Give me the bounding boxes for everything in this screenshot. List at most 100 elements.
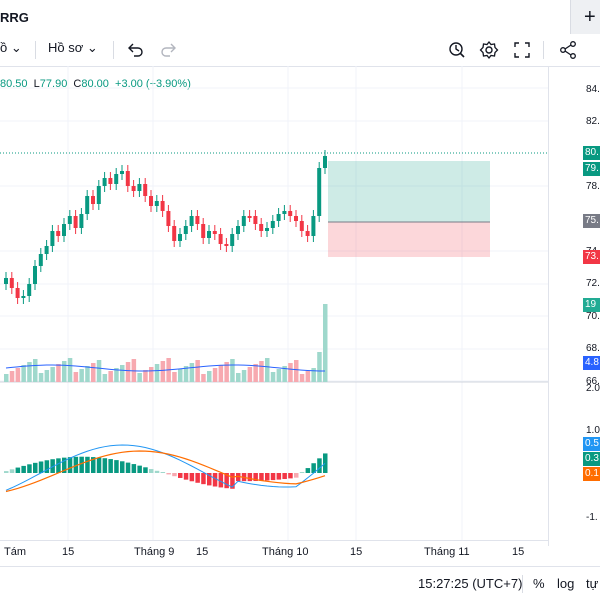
volume-bar bbox=[21, 365, 26, 382]
volume-bar bbox=[230, 359, 235, 382]
candle-body bbox=[143, 184, 148, 196]
histogram-bar bbox=[218, 473, 224, 488]
ohlc-close: 80.00 bbox=[81, 78, 109, 90]
price-axis[interactable] bbox=[548, 66, 600, 546]
macd-tick: 2.0 bbox=[586, 383, 600, 394]
candle-body bbox=[247, 216, 252, 218]
chart-canvas[interactable] bbox=[0, 66, 548, 546]
candle-body bbox=[27, 284, 32, 296]
candle-body bbox=[79, 214, 84, 228]
candle-body bbox=[178, 234, 182, 241]
macd-tick: 1.0 bbox=[586, 425, 600, 436]
histogram-bar bbox=[33, 462, 38, 473]
volume-bar bbox=[270, 372, 276, 382]
long-position-stop-zone[interactable] bbox=[328, 222, 490, 257]
profile-label: Hồ sơ bbox=[48, 40, 84, 55]
volume-bar bbox=[120, 365, 125, 382]
volume-bar bbox=[311, 368, 316, 382]
signal-tag: 0.1 bbox=[583, 467, 600, 481]
undo-icon[interactable] bbox=[124, 39, 146, 61]
histogram-bar bbox=[143, 467, 148, 473]
histogram-bar bbox=[195, 473, 200, 483]
candle-body bbox=[259, 224, 264, 231]
share-icon[interactable] bbox=[557, 39, 579, 61]
price-tick: 82. bbox=[586, 116, 600, 127]
volume-bar bbox=[96, 360, 102, 382]
candle-body bbox=[67, 216, 72, 224]
histogram-bar bbox=[259, 473, 264, 481]
gear-icon[interactable] bbox=[478, 39, 500, 61]
volume-bars bbox=[4, 304, 328, 382]
candle-body bbox=[50, 231, 55, 246]
volume-bar bbox=[259, 361, 264, 382]
histogram-bar bbox=[27, 464, 32, 473]
candle-body bbox=[172, 226, 177, 241]
volume-bar bbox=[73, 372, 79, 382]
profile-dropdown[interactable]: Hồ sơ ⌄ bbox=[48, 40, 98, 56]
candle-body bbox=[154, 201, 159, 206]
volume-bar bbox=[149, 367, 154, 382]
time-axis[interactable] bbox=[0, 540, 548, 567]
volume-bar bbox=[44, 370, 50, 382]
new-tab-button[interactable]: + bbox=[584, 6, 596, 28]
histogram-bar bbox=[224, 473, 229, 489]
histogram-bar bbox=[4, 471, 9, 473]
log-scale-toggle[interactable]: log bbox=[557, 576, 575, 591]
time-tick: Tháng 9 bbox=[134, 546, 175, 558]
clock-timezone[interactable]: 15:27:25 (UTC+7) bbox=[418, 576, 523, 591]
volume-bar bbox=[247, 367, 253, 382]
candle-body bbox=[33, 266, 37, 284]
volume-bar bbox=[253, 364, 258, 382]
candle-body bbox=[323, 156, 327, 168]
candle-body bbox=[91, 196, 95, 204]
fullscreen-icon[interactable] bbox=[511, 39, 533, 61]
volume-bar bbox=[56, 364, 61, 382]
histogram-bar bbox=[282, 473, 287, 480]
volume-bar bbox=[317, 352, 322, 382]
histogram-bar bbox=[120, 461, 125, 473]
auto-scale-toggle[interactable]: tự bbox=[586, 576, 599, 591]
candle-body bbox=[305, 231, 310, 236]
volume-bar bbox=[79, 369, 84, 382]
long-position-profit-zone[interactable] bbox=[328, 161, 490, 222]
candle-body bbox=[189, 216, 194, 226]
candle-body bbox=[73, 216, 78, 228]
ohlc-low: 77.90 bbox=[39, 78, 68, 90]
volume-bar bbox=[236, 373, 241, 382]
candle-body bbox=[212, 231, 217, 234]
price-tag-entry: 75. bbox=[583, 214, 600, 228]
ohlc-high: 80.50 bbox=[0, 78, 28, 90]
toolbar-divider bbox=[543, 41, 544, 59]
candle-body bbox=[120, 171, 124, 174]
interval-dropdown[interactable]: ồ ⌄ bbox=[0, 40, 22, 56]
candle-body bbox=[166, 211, 171, 226]
histogram-bar bbox=[276, 473, 282, 480]
toolbar-divider bbox=[113, 41, 114, 59]
macd-histogram bbox=[4, 453, 328, 489]
candle-body bbox=[160, 201, 165, 211]
percent-scale-toggle[interactable]: % bbox=[533, 576, 545, 591]
price-tick: 78. bbox=[586, 181, 600, 192]
price-tick: 66. bbox=[586, 376, 600, 387]
candle-body bbox=[230, 234, 235, 246]
volume-bar bbox=[9, 371, 15, 382]
redo-icon[interactable] bbox=[158, 39, 180, 61]
volume-bar bbox=[265, 358, 270, 382]
candle-body bbox=[4, 278, 8, 284]
alert-clock-icon[interactable] bbox=[446, 39, 468, 61]
candle-body bbox=[265, 228, 269, 231]
tab-chart[interactable]: RRG bbox=[0, 0, 571, 34]
histogram-bar bbox=[9, 469, 15, 473]
volume-bar bbox=[102, 374, 108, 382]
candle-body bbox=[137, 184, 142, 191]
candle-body bbox=[270, 221, 275, 228]
candle-body bbox=[224, 244, 229, 246]
volume-bar bbox=[299, 374, 305, 382]
time-tick: 15 bbox=[62, 546, 75, 558]
candle-body bbox=[236, 226, 240, 234]
histogram-bar bbox=[56, 458, 61, 473]
volume-bar bbox=[137, 373, 142, 382]
histogram-bar bbox=[201, 473, 206, 485]
volume-bar bbox=[91, 363, 96, 382]
tab-bar: RRG + bbox=[0, 0, 600, 35]
